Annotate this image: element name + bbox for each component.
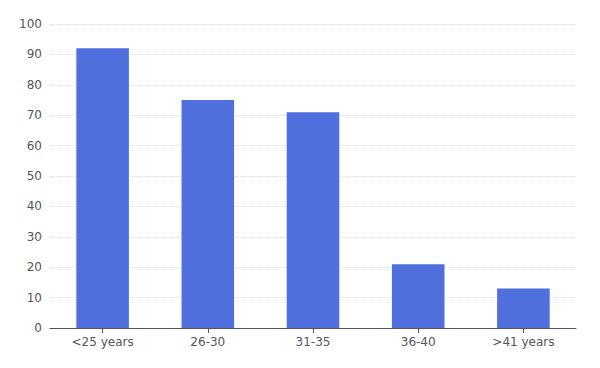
svg-text:40: 40 (27, 199, 42, 213)
svg-text:70: 70 (27, 108, 42, 122)
svg-text:20: 20 (27, 260, 42, 274)
svg-text:31-35: 31-35 (296, 335, 331, 349)
svg-text:0: 0 (34, 321, 42, 335)
svg-text:50: 50 (27, 169, 42, 183)
svg-text:10: 10 (27, 291, 42, 305)
svg-text:60: 60 (27, 139, 42, 153)
svg-text:>41 years: >41 years (492, 335, 554, 349)
svg-text:30: 30 (27, 230, 42, 244)
svg-text:100: 100 (19, 17, 42, 31)
svg-text:36-40: 36-40 (401, 335, 436, 349)
svg-text:<25 years: <25 years (72, 335, 134, 349)
svg-text:80: 80 (27, 78, 42, 92)
svg-text:26-30: 26-30 (190, 335, 225, 349)
svg-text:90: 90 (27, 47, 42, 61)
